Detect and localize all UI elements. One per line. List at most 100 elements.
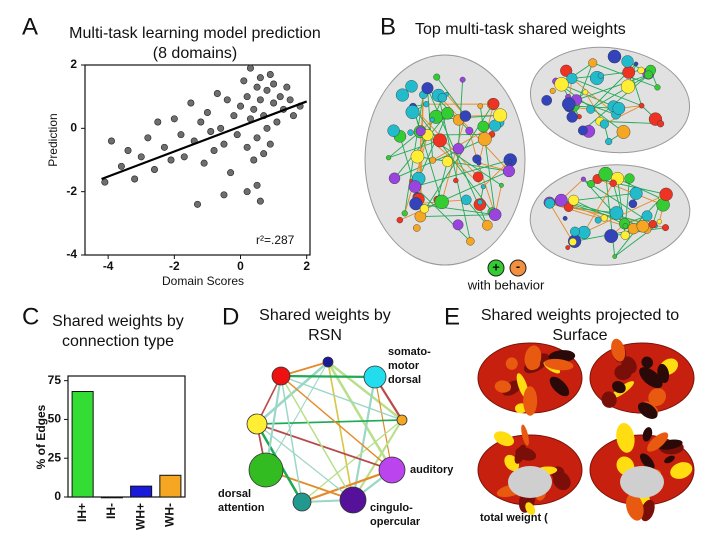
- connection: [394, 112, 448, 179]
- rsn-edge: [352, 419, 403, 501]
- node: [396, 216, 404, 224]
- y-tick-label: 0: [70, 121, 77, 135]
- node: [620, 230, 630, 240]
- node: [599, 119, 609, 129]
- rsn-edge: [327, 361, 354, 501]
- x-tick-label: IH-: [104, 503, 118, 519]
- connection: [583, 193, 667, 233]
- panel-label: B: [380, 13, 396, 40]
- rsn-node: [378, 456, 406, 484]
- x-tick-label: -2: [169, 259, 180, 273]
- node: [629, 186, 643, 200]
- node: [452, 143, 465, 155]
- rsn-edge: [265, 361, 329, 471]
- node: [624, 173, 635, 184]
- rsn-node: [339, 486, 367, 514]
- rsn-edge: [256, 361, 329, 425]
- node: [597, 72, 604, 79]
- node: [582, 89, 589, 96]
- node: [544, 198, 555, 209]
- node: [472, 171, 484, 183]
- point: [167, 156, 175, 164]
- x-tick-label: WH+: [133, 503, 147, 530]
- point: [283, 83, 291, 91]
- node: [638, 102, 645, 109]
- cortex-patch: [505, 357, 518, 370]
- x-tick-label: -4: [103, 259, 114, 273]
- node: [507, 159, 513, 164]
- point: [180, 153, 188, 161]
- rsn-node: [246, 413, 268, 435]
- bar: [71, 391, 94, 498]
- rsn-edge: [327, 361, 403, 421]
- annotation: r²=.287: [256, 233, 295, 247]
- rsn-node: [363, 365, 387, 389]
- point: [250, 156, 258, 164]
- point: [220, 140, 228, 148]
- point: [243, 143, 251, 151]
- point: [220, 191, 228, 199]
- panel-title: Shared weights by: [259, 307, 391, 324]
- point: [117, 162, 125, 170]
- node: [477, 120, 490, 133]
- node: [612, 254, 617, 259]
- cortex-patch: [625, 493, 644, 521]
- x-tick-label: WH-: [163, 503, 177, 527]
- cortex-patch: [640, 453, 655, 470]
- node: [395, 88, 409, 102]
- connection: [441, 115, 466, 203]
- node: [419, 204, 429, 214]
- point: [256, 74, 264, 82]
- point: [213, 90, 221, 98]
- node: [562, 215, 568, 221]
- connection: [438, 95, 471, 242]
- node: [541, 95, 553, 106]
- point: [187, 99, 195, 107]
- y-axis-label: Prediction: [46, 113, 60, 166]
- node: [566, 72, 578, 84]
- node: [408, 180, 422, 193]
- node: [587, 180, 595, 188]
- node: [662, 224, 669, 232]
- connection: [415, 203, 496, 216]
- node: [620, 79, 636, 94]
- node: [461, 194, 472, 206]
- node: [459, 76, 466, 83]
- point: [240, 77, 248, 85]
- point: [124, 147, 132, 155]
- rsn-label: dorsal: [388, 374, 421, 386]
- point: [276, 93, 284, 101]
- point: [170, 115, 178, 123]
- connection: [427, 88, 434, 161]
- connection: [436, 161, 448, 200]
- node: [409, 197, 423, 211]
- point: [227, 169, 235, 177]
- node: [656, 219, 662, 225]
- rsn-edge: [256, 419, 403, 425]
- node: [568, 194, 580, 206]
- node: [499, 182, 504, 188]
- chart-title: connection type: [62, 333, 174, 350]
- node: [622, 223, 629, 229]
- y-tick-label: 75: [48, 373, 62, 387]
- node: [493, 108, 508, 123]
- point: [131, 175, 139, 183]
- rsn-edge: [280, 375, 303, 503]
- cortex-patch: [647, 432, 669, 452]
- panel-title: Surface: [552, 327, 607, 344]
- rsn-label: auditory: [410, 464, 454, 476]
- point: [150, 166, 158, 174]
- point: [210, 147, 218, 155]
- connection: [583, 183, 614, 233]
- point: [263, 124, 271, 132]
- footer-text: total weight (: [480, 512, 548, 524]
- node: [562, 97, 576, 111]
- node: [565, 245, 571, 250]
- plot-frame: [84, 64, 311, 256]
- point: [177, 131, 185, 139]
- y-tick-label: 50: [48, 412, 62, 426]
- node: [598, 166, 613, 182]
- rsn-node: [396, 414, 408, 426]
- cortex-patch: [616, 422, 635, 453]
- connection: [412, 106, 493, 213]
